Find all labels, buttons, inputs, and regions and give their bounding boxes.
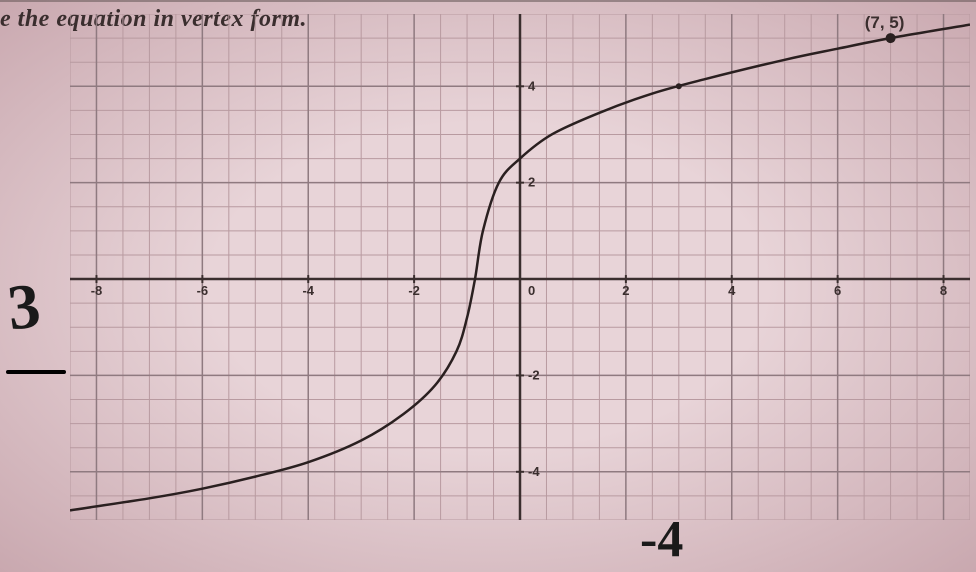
y-tick-label: 4 (528, 78, 536, 93)
x-tick-label: 2 (622, 283, 629, 298)
x-tick-label: -6 (197, 283, 209, 298)
y-tick-label: -4 (528, 464, 540, 479)
marked-point (886, 33, 896, 43)
x-tick-label: -4 (302, 283, 314, 298)
origin-label: 0 (528, 283, 535, 298)
x-tick-label: -2 (408, 283, 420, 298)
handwritten-underline (6, 370, 66, 374)
x-tick-label: 4 (728, 283, 736, 298)
y-tick-label: -2 (528, 367, 540, 382)
x-tick-label: -8 (91, 283, 103, 298)
coordinate-graph: -8 -6 -4 -2 2 4 6 8 4 2 -2 -4 0 (7, 5) (70, 14, 970, 520)
x-tick-label: 6 (834, 283, 841, 298)
x-tick-label: 8 (940, 283, 947, 298)
curve-point (676, 83, 682, 89)
page-top-edge (0, 0, 976, 2)
marked-point-label: (7, 5) (865, 14, 905, 32)
y-tick-label: 2 (528, 175, 535, 190)
